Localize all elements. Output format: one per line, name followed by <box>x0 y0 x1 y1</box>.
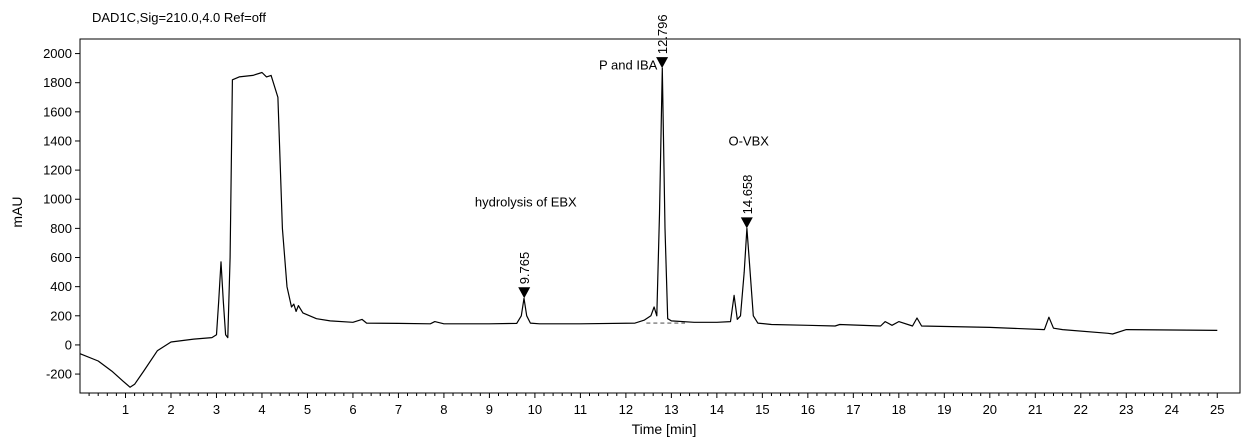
peak-annotation: hydrolysis of EBX <box>475 195 577 210</box>
peak-annotation: P and IBA <box>599 58 658 73</box>
x-tick-label: 2 <box>167 402 174 417</box>
plot-area: 1 2 3 4 5 6 7 8 9 10 11 12 13 14 15 16 17 18 19 20 21 22 23 24 2… <box>43 14 1241 417</box>
peak-rt-label: 9.765 <box>517 252 532 285</box>
x-tick-label: 10 <box>528 402 542 417</box>
annotations: hydrolysis of EBX P and IBA O-VBX <box>475 58 769 210</box>
x-tick-label: 22 <box>1074 402 1088 417</box>
y-axis-label: mAU <box>9 196 25 227</box>
y-tick-label: 1400 <box>43 133 72 148</box>
x-tick-label: 24 <box>1165 402 1179 417</box>
peak-rt-label: 14.658 <box>740 175 755 215</box>
x-tick-label: 6 <box>349 402 356 417</box>
x-tick-label: 21 <box>1028 402 1042 417</box>
peak-marker <box>656 57 669 69</box>
y-tick-label: 1800 <box>43 75 72 90</box>
x-tick-label: 12 <box>619 402 633 417</box>
peak-marker <box>740 217 753 229</box>
x-axis-label: Time [min] <box>632 421 697 437</box>
x-tick-label: 5 <box>304 402 311 417</box>
x-tick-label: 25 <box>1210 402 1224 417</box>
traces <box>79 67 1218 388</box>
x-tick-label: 23 <box>1119 402 1133 417</box>
peak-markers: 9.765 12.796 14.658 <box>517 14 755 299</box>
y-tick-label: 600 <box>50 250 72 265</box>
x-tick-label: 17 <box>846 402 860 417</box>
x-tick-label: 20 <box>983 402 997 417</box>
y-tick-label: 800 <box>50 221 72 236</box>
x-tick-label: 7 <box>395 402 402 417</box>
x-tick-label: 9 <box>486 402 493 417</box>
x-tick-label: 1 <box>122 402 129 417</box>
x-tick-label: 19 <box>937 402 951 417</box>
y-tick-label: 200 <box>50 308 72 323</box>
x-tick-label: 11 <box>574 402 588 417</box>
x-tick-label: 16 <box>801 402 815 417</box>
x-tick-label: 8 <box>440 402 447 417</box>
x-tick-label: 3 <box>213 402 220 417</box>
peak-annotation: O-VBX <box>728 133 769 148</box>
x-tick-label: 15 <box>755 402 769 417</box>
y-tick-label: 2000 <box>43 46 72 61</box>
x-tick-label: 4 <box>258 402 265 417</box>
x-ticks: 1 2 3 4 5 6 7 8 9 10 11 12 13 14 15 16 17 18 19 20 21 22 23 24 2… <box>88 393 1224 417</box>
y-tick-label: -200 <box>46 367 72 382</box>
peak-marker <box>518 287 531 299</box>
y-tick-label: 1000 <box>43 192 72 207</box>
chromatogram-trace <box>79 67 1218 388</box>
y-tick-label: 1600 <box>43 104 72 119</box>
y-tick-label: 400 <box>50 279 72 294</box>
y-tick-label: 1200 <box>43 163 72 178</box>
chart-title: DAD1C,Sig=210.0,4.0 Ref=off <box>92 10 266 25</box>
y-tick-label: 0 <box>65 337 72 352</box>
x-tick-label: 14 <box>710 402 724 417</box>
y-ticks: -200 0 200 400 600 800 1000 1200 1400 1600 1800 200… <box>43 46 80 382</box>
peak-rt-label: 12.796 <box>655 14 670 54</box>
x-tick-label: 18 <box>892 402 906 417</box>
x-tick-label: 13 <box>664 402 678 417</box>
